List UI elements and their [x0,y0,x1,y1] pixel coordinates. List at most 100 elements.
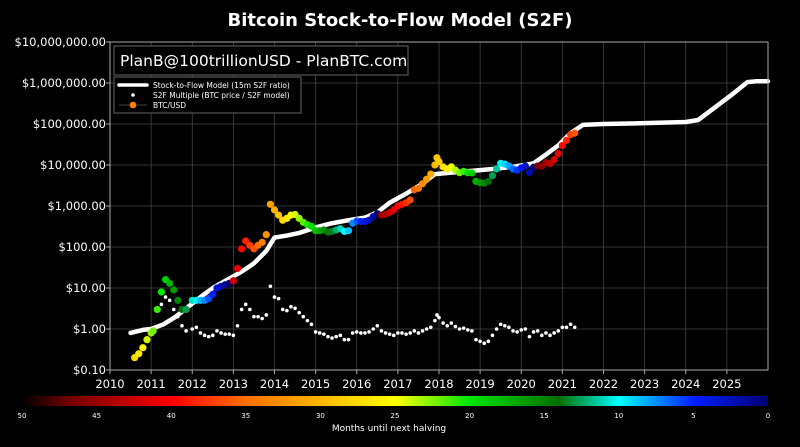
multiple-point [564,325,569,330]
multiple-point [167,298,172,303]
multiple-point [465,328,470,332]
price-point [423,175,431,183]
x-tick-label: 2011 [136,377,165,391]
model-line [128,79,771,336]
multiple-point [346,337,351,342]
y-tick-label: $1,000,000.00 [22,76,106,90]
x-tick-label: 2017 [383,377,412,391]
multiple-point [507,325,511,330]
price-point [558,141,566,150]
price-point [521,162,529,170]
multiple-point [252,314,256,319]
multiple-point [474,337,478,342]
multiple-point [572,325,577,330]
multiple-point [494,327,499,331]
multiple-point [548,333,552,338]
colorbar-tick-label: 10 [614,412,623,420]
multiple-point [334,334,338,339]
multiple-point [437,315,441,320]
multiple-point [171,307,176,312]
multiple-point [568,322,573,327]
colorbar-tick-label: 5 [691,412,695,420]
x-tick-label: 2021 [548,377,577,391]
legend: Stock-to-Flow Model (15m S2F ratio) S2F … [113,76,302,114]
y-tick-label: $10,000.00 [40,158,106,172]
multiple-point [248,307,252,312]
model-line-group [128,79,771,336]
x-tick-label: 2025 [712,377,741,391]
price-point [562,136,571,144]
price-point [571,129,579,137]
legend-label-model: Stock-to-Flow Model (15m S2F ratio) [153,81,290,90]
multiple-point [163,295,168,299]
x-axis: 2010 2011 2012 2013 2014 2015 2016 2017 2018 2019… [95,370,742,391]
multiple-point [441,321,445,325]
x-tick-label: 2013 [219,377,248,391]
multiple-point [190,327,195,331]
multiple-point [260,316,264,321]
multiple-point [219,331,223,335]
colorbar-tick-label: 40 [167,412,176,420]
colorbar-ticks: 50 45 40 35 30 25 20 15 10 5 0 [18,412,771,420]
multiple-point [338,333,343,338]
multiple-point [519,328,524,332]
multiple-point [326,334,330,339]
multiple-point [412,329,417,333]
price-point [270,206,279,214]
multiple-point [215,329,219,333]
watermark: PlanB@100trillionUSD - PlanBTC.com [120,52,407,70]
multiple-point [289,304,293,309]
colorbar-label: Months until next halving [332,424,446,434]
x-tick-label: 2018 [424,377,453,391]
multiple-point [342,337,347,342]
multiple-point [350,331,355,335]
legend-multiple-swatch [131,93,135,97]
colorbar-tick-label: 0 [766,412,770,420]
y-tick-label: $10,000,000.00 [15,35,106,49]
x-tick-label: 2020 [507,377,536,391]
multiple-point [359,331,363,335]
multiple-point [297,310,301,315]
multiple-point [400,331,404,335]
price-point [550,156,558,164]
multiple-point [159,302,164,307]
multiple-point [416,331,421,335]
colorbar [22,396,768,406]
x-tick-label: 2022 [589,377,618,391]
multiple-point [367,330,371,334]
multiple-point [391,333,396,338]
price-point [266,200,274,208]
x-tick-label: 2014 [260,377,289,391]
multiple-point [420,329,425,333]
multiple-point [428,325,433,330]
multiple-point [490,333,495,338]
multiple-point [453,324,458,329]
multiple-point [449,321,454,325]
multiple-point [383,331,388,335]
price-point [525,169,534,177]
price-point [344,227,353,235]
price-point [492,165,501,173]
price-point [488,172,497,180]
price-point [484,177,492,185]
chart-title: Bitcoin Stock-to-Flow Model (S2F) [227,10,572,31]
multiple-point [482,341,487,346]
colorbar-tick-label: 30 [316,412,325,420]
multiple-point [280,307,285,312]
watermark-box: PlanB@100trillionUSD - PlanBTC.com [113,45,409,76]
multiple-point [223,332,227,336]
multiple-point [202,333,207,338]
price-point [275,211,283,219]
multiple-point [227,332,232,336]
multiple-point [531,330,536,334]
multiple-point [276,296,281,301]
price-point [258,238,266,246]
multiple-point [560,325,565,330]
price-point [174,296,182,304]
multiple-point [445,323,450,328]
multiple-point [268,284,273,289]
multiple-point [503,323,507,328]
multiple-point [408,331,413,335]
x-tick-label: 2016 [342,377,371,391]
